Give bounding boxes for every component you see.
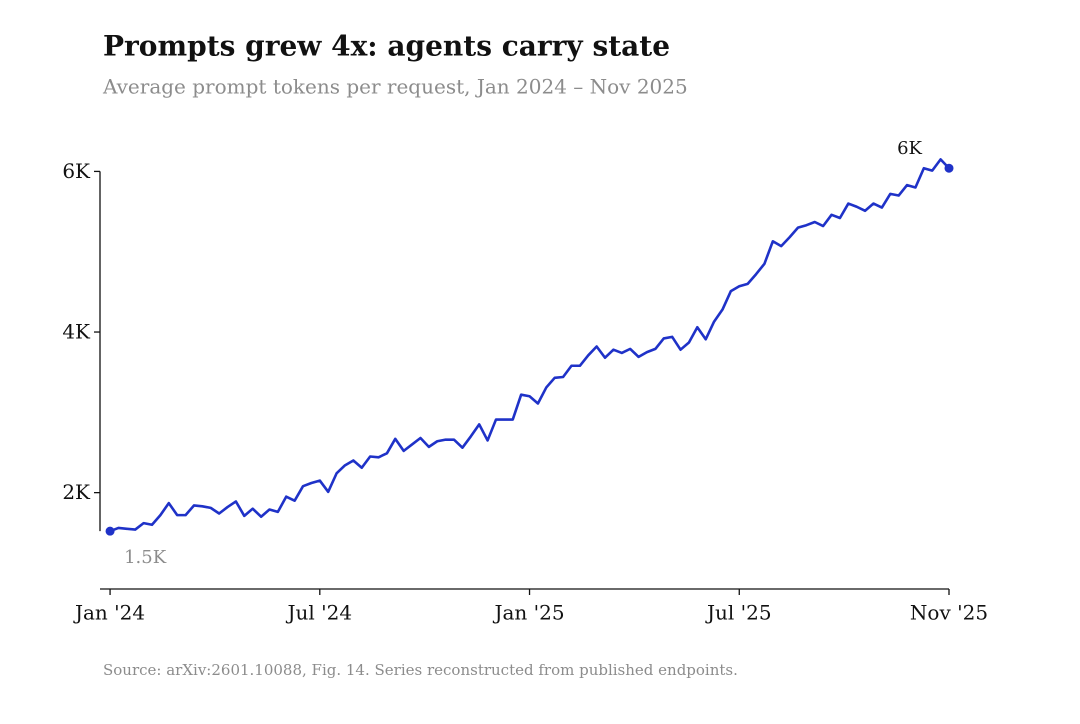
chart-title: Prompts grew 4x: agents carry state [103, 30, 670, 63]
data-line [109, 158, 950, 533]
chart-subtitle: Average prompt tokens per request, Jan 2… [102, 75, 688, 99]
x-tick-label: Jul '25 [705, 601, 772, 625]
x-tick-label: Jul '24 [285, 601, 352, 625]
x-tick-label: Jan '25 [492, 601, 564, 625]
x-tick-label: Jan '24 [73, 601, 145, 625]
y-tick-label: 2K [62, 480, 91, 504]
endpoint-marker [944, 163, 954, 173]
source-note: Source: arXiv:2601.10088, Fig. 14. Serie… [103, 661, 738, 679]
endpoint-label: 1.5K [124, 547, 167, 568]
endpoint-label: 6K [897, 138, 922, 159]
endpoint-marker [105, 526, 115, 536]
y-tick-label: 6K [62, 159, 91, 183]
x-tick-label: Nov '25 [910, 601, 988, 625]
y-tick-label: 4K [62, 320, 91, 344]
